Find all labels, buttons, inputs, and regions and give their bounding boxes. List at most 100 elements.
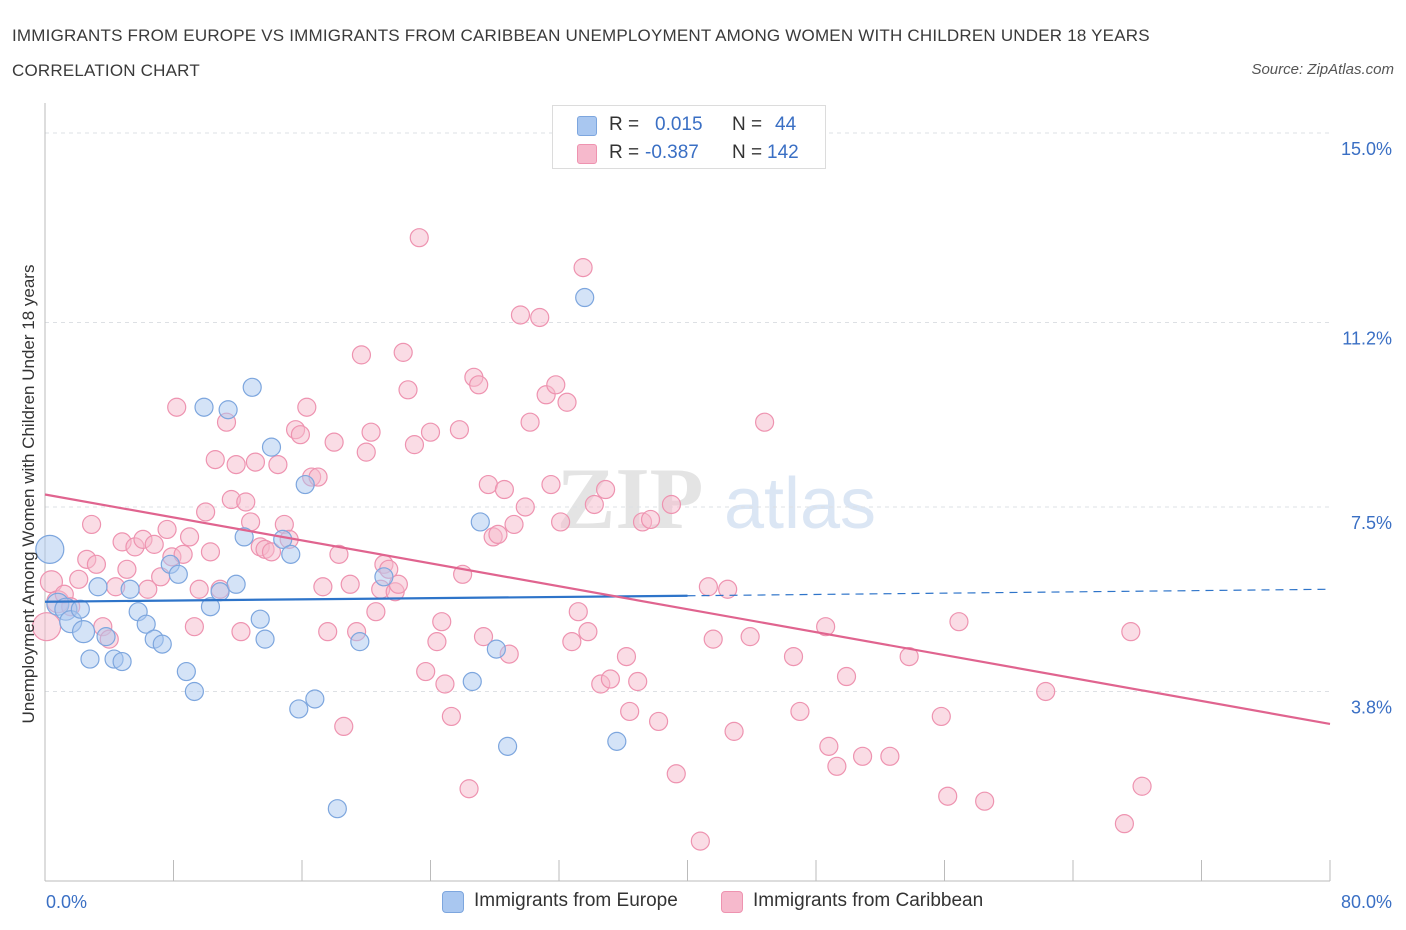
tick-labels: 3.8% 7.5% 11.2% 15.0% 0.0% 80.0% — [46, 139, 1392, 912]
legend-r-value: 0.015 — [655, 114, 703, 135]
legend-n-label: N = — [732, 142, 763, 163]
europe-point — [218, 400, 238, 420]
caribbean-point — [189, 579, 209, 599]
caribbean-point — [1121, 622, 1141, 642]
caribbean-point — [324, 432, 344, 452]
caribbean-point — [880, 746, 900, 766]
y-tick-label: 7.5% — [1351, 513, 1392, 533]
caribbean-point — [899, 646, 919, 667]
caribbean-point — [562, 632, 582, 652]
caribbean-point — [541, 474, 561, 495]
europe-point — [194, 397, 214, 417]
europe-point — [305, 689, 325, 709]
watermark-zip: ZIP — [557, 451, 704, 548]
y-axis-label: Unemployment Among Women with Children U… — [19, 265, 38, 724]
caribbean-point — [595, 479, 616, 500]
caribbean-point — [449, 420, 470, 440]
caribbean-point — [584, 494, 604, 515]
caribbean-point — [600, 669, 621, 689]
caribbean-point — [740, 627, 760, 647]
y-tick-label: 3.8% — [1351, 697, 1392, 717]
correlation-legend: R = 0.015 N = 44 R = -0.387 N = 142 — [552, 105, 826, 169]
x-tick-label: 0.0% — [46, 892, 87, 912]
caribbean-point — [836, 666, 857, 687]
legend-n-value: 142 — [767, 142, 799, 163]
europe-point — [80, 649, 100, 669]
europe-legend-label: Immigrants from Europe — [474, 890, 678, 911]
europe-point — [575, 287, 595, 308]
caribbean-point — [568, 602, 588, 622]
caribbean-legend-swatch — [721, 891, 743, 913]
caribbean-point — [1114, 814, 1135, 834]
caribbean-point — [640, 509, 661, 530]
europe-point — [486, 639, 506, 659]
caribbean-point — [416, 661, 436, 682]
caribbean-point — [398, 380, 418, 400]
caribbean-point — [698, 577, 718, 597]
caribbean-point — [530, 307, 550, 328]
caribbean-point — [469, 375, 489, 395]
caribbean-point — [334, 716, 354, 737]
europe-point — [255, 629, 275, 649]
legend-n-value: 44 — [775, 114, 797, 135]
caribbean-point — [205, 450, 225, 470]
grid-lines — [45, 132, 1330, 692]
source-note: Source: ZipAtlas.com — [1251, 61, 1394, 78]
europe-point — [295, 474, 315, 495]
caribbean-point — [573, 258, 593, 278]
caribbean-point — [661, 494, 682, 515]
caribbean-point — [1132, 776, 1152, 796]
caribbean-point — [167, 397, 187, 417]
caribbean-point — [435, 674, 455, 694]
caribbean-point — [268, 454, 288, 475]
caribbean-point — [404, 435, 425, 455]
europe-point — [210, 582, 230, 602]
legend-r-label: R = — [609, 142, 640, 163]
caribbean-point — [356, 442, 376, 462]
europe-point — [120, 579, 140, 599]
caribbean-point — [510, 305, 531, 325]
europe-point — [112, 651, 132, 672]
europe-point — [289, 699, 309, 719]
caribbean-point — [515, 497, 535, 517]
europe-swatch — [577, 116, 597, 136]
europe-point — [374, 567, 394, 587]
x-tick-label: 80.0% — [1341, 892, 1392, 912]
caribbean-point — [494, 479, 514, 500]
caribbean-point — [975, 791, 995, 811]
europe-point — [200, 597, 221, 617]
caribbean-point — [620, 701, 640, 722]
caribbean-trend-line — [44, 493, 1331, 725]
caribbean-point — [754, 412, 775, 432]
caribbean-point — [340, 574, 360, 594]
caribbean-point — [666, 764, 686, 784]
caribbean-point — [459, 779, 479, 799]
caribbean-point — [478, 474, 498, 495]
europe-point — [136, 614, 156, 634]
caribbean-point — [827, 756, 847, 776]
caribbean-point — [290, 425, 310, 445]
caribbean-point — [557, 392, 577, 412]
caribbean-legend-label: Immigrants from Caribbean — [753, 890, 984, 911]
caribbean-point — [329, 544, 349, 564]
europe-points — [35, 287, 627, 819]
europe-point — [96, 627, 116, 647]
caribbean-point — [351, 345, 372, 365]
europe-point — [88, 577, 108, 597]
caribbean-point — [551, 512, 571, 532]
europe-point — [498, 736, 518, 756]
caribbean-point — [488, 524, 508, 545]
caribbean-point — [261, 542, 282, 562]
caribbean-point — [420, 422, 441, 442]
caribbean-point — [226, 454, 246, 475]
europe-point — [168, 564, 188, 584]
y-tick-label: 11.2% — [1342, 328, 1392, 348]
caribbean-point — [200, 542, 221, 562]
caribbean-point — [938, 786, 958, 806]
caribbean-point — [724, 721, 744, 741]
caribbean-point — [366, 602, 386, 622]
caribbean-point — [81, 514, 102, 535]
caribbean-point — [703, 629, 723, 649]
caribbean-point — [949, 612, 969, 632]
